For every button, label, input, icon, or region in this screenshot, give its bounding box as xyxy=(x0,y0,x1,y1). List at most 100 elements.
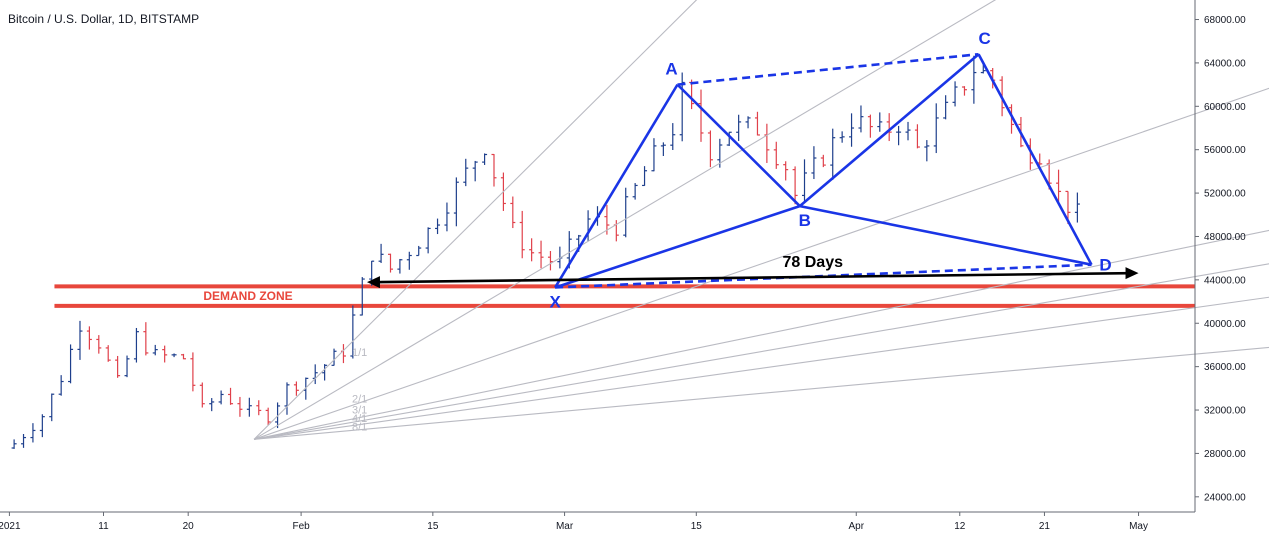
candle-up xyxy=(463,158,469,187)
candle-down xyxy=(519,210,525,259)
candle-up xyxy=(171,353,177,358)
candle-up xyxy=(896,125,902,146)
pattern-dashed-XD xyxy=(555,263,1092,289)
y-tick-label: 36000.00 xyxy=(1204,362,1246,373)
gann-fan-ray xyxy=(254,346,1269,440)
x-tick-label: Feb xyxy=(292,521,310,532)
y-tick-label: 60000.00 xyxy=(1204,102,1246,113)
candle-down xyxy=(1056,169,1062,204)
candle-down xyxy=(228,387,234,405)
gann-fan-ray xyxy=(253,87,1269,440)
candle-up xyxy=(736,114,742,141)
candle-down xyxy=(764,123,770,163)
candle-down xyxy=(1009,104,1015,134)
candle-down xyxy=(510,196,516,229)
candle-down xyxy=(783,161,789,181)
y-tick-label: 32000.00 xyxy=(1204,406,1246,417)
demand-zone-label: DEMAND ZONE xyxy=(203,289,292,303)
candle-up xyxy=(322,364,328,381)
candle-up xyxy=(802,159,808,201)
candle-down xyxy=(96,335,102,354)
candle-up xyxy=(359,277,365,316)
candle-up xyxy=(924,140,930,162)
candle-up xyxy=(660,142,666,156)
pattern-dashed-AC xyxy=(677,52,979,86)
candle-up xyxy=(435,218,441,235)
candle-up xyxy=(68,344,74,384)
candles-layer xyxy=(11,55,1080,449)
candle-down xyxy=(529,238,535,262)
gann-fan-label: 2/1 xyxy=(352,393,367,405)
pattern-point-label: A xyxy=(665,60,677,79)
gann-fan-ray xyxy=(253,0,698,440)
candle-up xyxy=(1074,192,1080,223)
chart-title: Bitcoin / U.S. Dollar, 1D, BITSTAMP xyxy=(8,12,200,26)
candle-down xyxy=(698,89,704,142)
y-tick-label: 28000.00 xyxy=(1204,449,1246,460)
candle-up xyxy=(218,390,224,405)
candle-down xyxy=(867,114,873,138)
candle-down xyxy=(199,382,205,408)
pattern-point-label: D xyxy=(1099,256,1111,275)
candle-down xyxy=(707,130,713,168)
candle-up xyxy=(472,160,478,182)
candle-up xyxy=(453,177,459,227)
candle-up xyxy=(425,227,431,254)
duration-arrow-head-left xyxy=(366,276,380,289)
candle-down xyxy=(162,345,168,363)
candle-down xyxy=(237,396,243,417)
candle-up xyxy=(397,258,403,274)
gann-fan-ray xyxy=(253,229,1269,440)
candle-down xyxy=(340,344,346,364)
candle-down xyxy=(547,251,553,271)
x-tick-label: 11 xyxy=(98,521,109,532)
candle-up xyxy=(406,251,412,270)
candle-up xyxy=(58,375,64,396)
candle-up xyxy=(133,327,139,363)
x-tick-label: 15 xyxy=(427,521,439,532)
y-tick-label: 56000.00 xyxy=(1204,145,1246,156)
x-tick-label: 15 xyxy=(691,521,703,532)
gann-fan-layer: 1/1 2/13/14/18/1 xyxy=(253,0,1269,440)
candle-down xyxy=(961,86,967,96)
candle-up xyxy=(745,116,751,129)
pattern-leg-XB xyxy=(554,204,801,289)
x-tick-label: 12 xyxy=(954,521,966,532)
candle-down xyxy=(190,352,196,392)
candle-down xyxy=(265,407,271,426)
candle-up xyxy=(651,138,657,172)
candle-up xyxy=(877,112,883,132)
candle-up xyxy=(839,131,845,143)
y-tick-label: 52000.00 xyxy=(1204,189,1246,200)
duration-arrow-head-right xyxy=(1125,267,1139,280)
y-tick-label: 68000.00 xyxy=(1204,15,1246,26)
candle-down xyxy=(820,154,826,168)
candle-up xyxy=(331,348,337,366)
pattern-leg-AB xyxy=(676,83,801,208)
candle-up xyxy=(21,433,27,448)
candle-up xyxy=(39,414,45,438)
candle-up xyxy=(858,105,864,133)
candle-up xyxy=(943,95,949,120)
candle-up xyxy=(905,121,911,141)
candle-up xyxy=(811,146,817,180)
candle-down xyxy=(105,345,111,362)
candle-up xyxy=(49,393,55,422)
candle-down xyxy=(754,111,760,136)
harmonic-pattern-layer: X A B C D xyxy=(549,29,1111,311)
candle-up xyxy=(952,81,958,107)
candle-down xyxy=(387,253,393,273)
candle-down xyxy=(914,124,920,149)
candle-up xyxy=(933,103,939,154)
duration-arrow-label: 78 Days xyxy=(783,254,844,271)
candle-down xyxy=(143,322,149,356)
candle-up xyxy=(971,55,977,104)
candle-up xyxy=(830,128,836,180)
candle-up xyxy=(623,187,629,238)
candle-up xyxy=(30,423,36,443)
candle-down xyxy=(256,400,262,416)
pattern-leg-BC xyxy=(798,53,980,208)
y-tick-label: 48000.00 xyxy=(1204,232,1246,243)
